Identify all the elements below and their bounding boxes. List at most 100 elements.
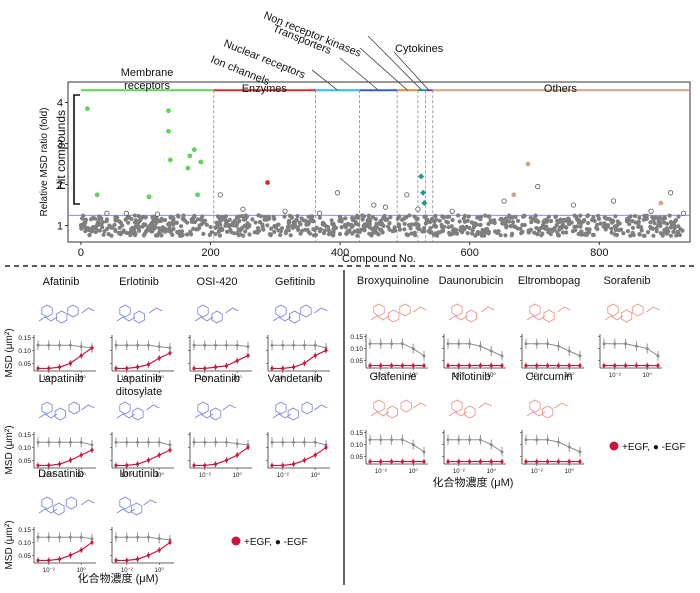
background-point — [216, 229, 221, 234]
structure-chain — [314, 307, 328, 314]
panel-x-tick-label: 10⁰ — [155, 567, 165, 574]
background-point — [433, 231, 438, 236]
structure-ring — [465, 309, 477, 323]
category-label-line: receptors — [124, 80, 170, 92]
egf-plus-line — [116, 541, 171, 562]
egf-plus-line — [272, 446, 327, 467]
left-legend: +EGF, ● -EGF — [231, 536, 308, 548]
background-point — [298, 222, 303, 227]
panel-y-tick-label: 0.05 — [350, 454, 363, 461]
y-tick-label: 4 — [57, 98, 63, 110]
panel-y-tick-label: 0.15 — [18, 432, 31, 439]
leader-line — [393, 51, 430, 91]
panel-x-tick-label: 10⁰ — [311, 472, 321, 479]
background-point — [218, 222, 223, 227]
background-point — [662, 220, 667, 225]
background-point — [428, 230, 433, 235]
background-point — [668, 233, 674, 238]
background-point — [113, 228, 118, 234]
background-point — [574, 215, 579, 220]
panel-x-tick-label: 10⁻² — [199, 376, 211, 382]
background-point — [631, 232, 636, 238]
background-point — [614, 232, 620, 238]
structure-chain — [413, 402, 427, 409]
background-point — [560, 221, 565, 227]
structure-chain — [194, 413, 214, 419]
egf-plus-legend-marker — [609, 441, 619, 451]
structure-ring — [529, 399, 541, 413]
egf-plus-line — [38, 347, 93, 370]
background-point — [213, 231, 218, 237]
compound-name: OSI-420 — [197, 276, 238, 288]
background-point — [262, 217, 267, 222]
compound-name: Gefitinib — [275, 276, 315, 288]
compound-name: Glafenine — [369, 371, 416, 383]
background-point — [352, 229, 357, 234]
background-point — [539, 233, 544, 238]
structure-ring — [132, 407, 144, 421]
msd-label-row2: MSD (μm²) — [4, 425, 15, 474]
background-point — [255, 226, 261, 231]
structure-ring — [621, 309, 633, 323]
background-point — [366, 213, 371, 218]
background-point — [317, 229, 322, 234]
right-legend: +EGF, ● -EGF — [609, 441, 686, 453]
panel-y-tick-label: 0.05 — [18, 361, 31, 368]
background-point — [547, 227, 552, 232]
background-point — [510, 220, 516, 225]
egf-plus-line — [194, 446, 249, 467]
background-point — [95, 223, 100, 228]
background-point — [355, 233, 360, 238]
background-point — [614, 223, 620, 228]
background-point — [252, 230, 257, 235]
background-point — [355, 229, 360, 234]
background-point — [408, 223, 413, 228]
background-point — [339, 217, 344, 222]
background-point — [289, 224, 294, 229]
egf-plus-line — [116, 449, 171, 467]
compound-name: Curcumin — [525, 371, 572, 383]
panel-x-tick-label: 10⁻² — [531, 373, 543, 379]
hit-point — [191, 147, 197, 153]
panel-x-tick-label: 10⁻² — [277, 376, 289, 382]
compound-name: Vandetanib — [268, 373, 323, 385]
background-point — [590, 232, 596, 237]
hit-point — [166, 128, 171, 134]
background-point — [243, 216, 248, 222]
structure-chain — [478, 402, 492, 409]
background-point — [422, 226, 427, 231]
background-point — [339, 225, 344, 230]
background-point — [219, 215, 224, 220]
background-point — [564, 225, 569, 230]
background-point — [294, 217, 299, 222]
egf-plus-line — [38, 541, 93, 562]
structure-ring — [275, 401, 287, 415]
hit-point — [198, 159, 204, 165]
background-point — [87, 232, 92, 238]
background-point — [208, 224, 213, 230]
background-point — [373, 217, 378, 222]
background-point — [310, 214, 315, 219]
panel-x-tick-label: 10⁻² — [277, 473, 289, 479]
background-point — [537, 227, 542, 232]
compound-name-line: Sorafenib — [603, 275, 650, 287]
compound-name: Sorafenib — [603, 275, 650, 287]
background-point — [117, 219, 122, 224]
msd-label-row3: MSD (μm²) — [4, 520, 15, 569]
background-point — [136, 213, 141, 219]
compound-name-line: Dasatinib — [38, 468, 84, 480]
background-point — [237, 218, 242, 223]
compound-name-line: Broxyquinoline — [357, 275, 429, 287]
background-point — [170, 220, 175, 225]
left-msd-labels: MSD (μm²) MSD (μm²) MSD (μm²) — [4, 328, 15, 569]
background-point — [223, 214, 228, 219]
open-point — [316, 210, 322, 216]
egf-plus-line — [194, 355, 249, 370]
background-point — [478, 222, 483, 227]
background-point — [459, 228, 465, 233]
background-point — [456, 213, 461, 218]
background-point — [677, 232, 683, 238]
background-point — [276, 228, 281, 233]
x-tick-label: 600 — [461, 247, 479, 259]
panel-x-tick-label: 10⁰ — [155, 375, 165, 382]
